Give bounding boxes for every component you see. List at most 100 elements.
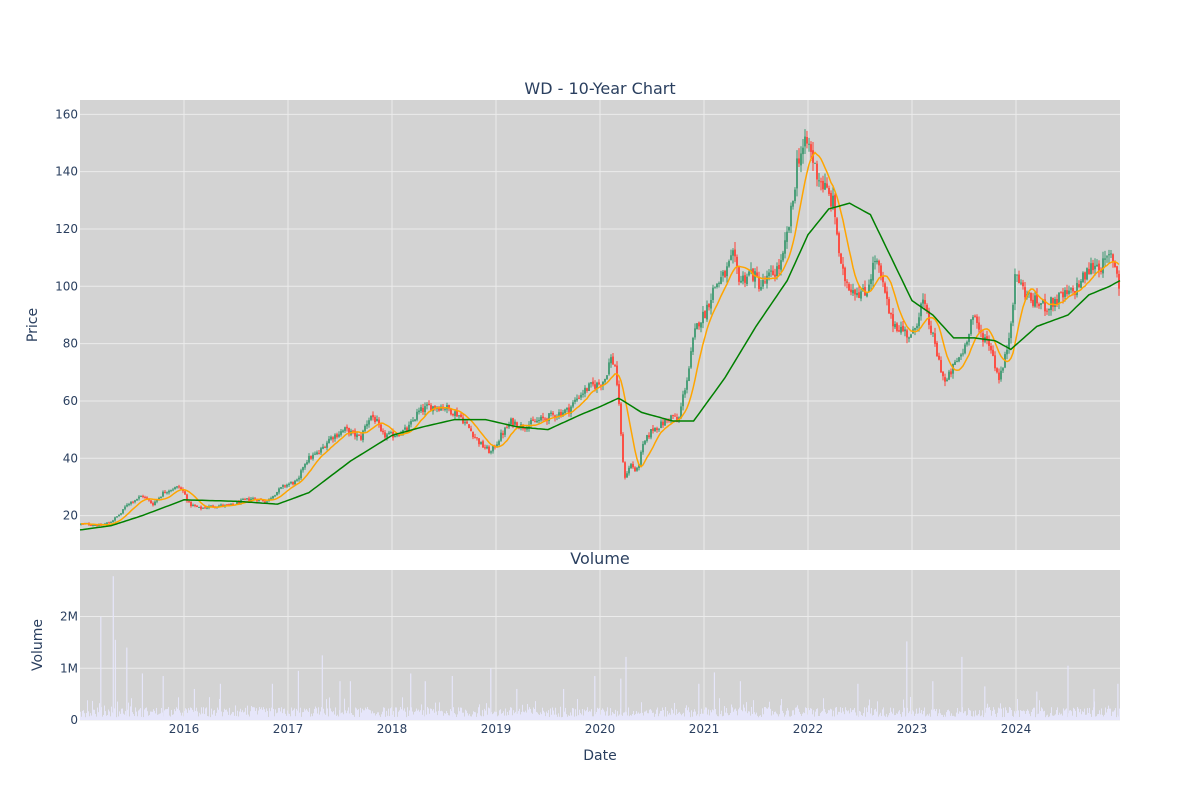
volume-bar [205,708,206,720]
candle-body [526,428,528,430]
volume-bar [675,715,676,720]
candle-body [372,414,374,418]
candle-body [1002,368,1004,371]
volume-bar [442,711,443,720]
volume-bar [993,707,994,720]
volume-bar [772,711,773,720]
volume-bar [847,711,848,720]
volume-bar [497,716,498,720]
volume-bar [103,714,104,720]
volume-bar [866,707,867,720]
candle-body [1040,303,1042,305]
volume-bar [114,639,116,720]
volume-bar [464,716,465,720]
volume-bar [632,713,633,720]
candle-body [830,192,832,207]
volume-bar [617,711,618,720]
volume-bar [948,709,949,720]
volume-bar [952,715,953,720]
volume-bar [314,708,315,720]
candle-body [670,415,672,422]
volume-bar [588,711,589,720]
volume-bar [226,709,227,720]
volume-bar [502,713,503,720]
volume-bar [282,713,283,720]
volume-bar [980,716,981,720]
volume-bar [625,656,627,720]
candle-body [788,227,790,231]
volume-bar [881,716,882,720]
candle-body [616,365,618,385]
volume-bar [1003,707,1004,720]
volume-bar [787,708,788,720]
candle-body [888,299,890,314]
candle-body [370,415,372,420]
candle-body [176,486,178,488]
volume-bar [977,715,978,720]
volume-bar [253,707,254,720]
candle-body [450,408,452,415]
volume-bar [332,712,333,720]
volume-bar [329,697,330,720]
volume-bar [174,709,175,720]
volume-bar [248,714,249,720]
volume-bar [455,714,456,720]
volume-bar [742,711,743,720]
volume-bar [723,715,724,720]
candle-body [672,415,674,417]
volume-bar [786,710,787,720]
volume-bar [605,715,606,720]
volume-bar [445,713,446,720]
volume-bar [549,716,550,720]
volume-bar [880,712,881,720]
volume-bar [430,708,431,720]
volume-bar [181,715,182,720]
volume-bar [360,707,361,720]
candle-body [354,430,356,437]
volume-bar [676,709,677,720]
x-tick-label: 2020 [585,722,616,736]
volume-bar [1083,712,1084,720]
candle-body [1100,269,1102,273]
volume-bar [486,703,487,720]
volume-bar [673,713,674,720]
candle-body [772,270,774,276]
volume-bar [513,710,514,720]
candle-body [626,473,628,478]
volume-bar [633,711,634,720]
volume-bar [199,712,200,720]
candle-body [382,430,384,433]
x-tick-label: 2017 [273,722,304,736]
volume-bar [1036,691,1038,720]
volume-bar [198,716,199,720]
volume-bar [325,714,326,720]
volume-bar [404,708,405,720]
candle-body [818,180,820,182]
candle-body [664,419,666,426]
volume-bar [388,708,389,720]
volume-bar [1064,710,1065,720]
volume-bar [552,707,553,720]
volume-bar [659,713,660,720]
price-y-tick-label: 80 [63,337,78,351]
volume-bar [85,717,86,720]
volume-bar [1102,714,1103,720]
volume-bar [646,710,647,720]
volume-bar [644,711,645,720]
volume-bar [795,707,796,720]
candle-body [120,513,122,515]
volume-bar [236,716,237,720]
volume-bar [755,714,756,720]
volume-bar [503,711,504,720]
candle-body [96,525,98,527]
volume-bar [162,712,163,720]
volume-bar [222,716,223,720]
volume-bar [473,711,474,720]
volume-bar [942,714,943,720]
volume-bar [208,716,209,720]
volume-bar [1077,707,1078,720]
volume-bar [1063,708,1064,720]
volume-bar [355,707,356,720]
volume-bar [160,713,161,720]
